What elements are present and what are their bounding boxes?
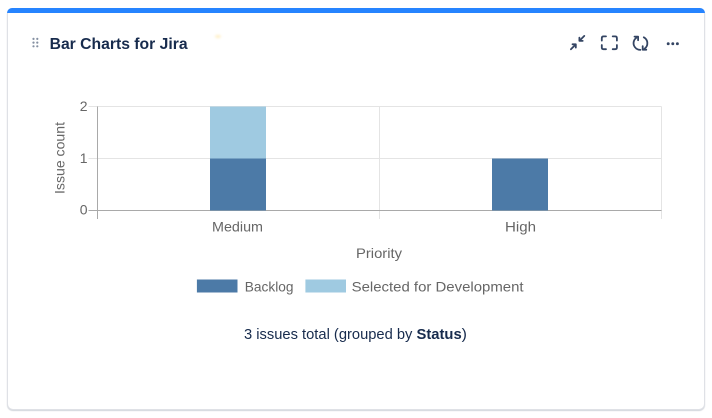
svg-text:Medium: Medium: [212, 219, 263, 235]
svg-text:High: High: [505, 219, 536, 235]
svg-text:Issue count: Issue count: [51, 122, 67, 194]
svg-text:Selected for Development: Selected for Development: [352, 278, 524, 294]
svg-text:Backlog: Backlog: [245, 278, 294, 294]
svg-text:2: 2: [80, 98, 88, 114]
svg-text:1: 1: [80, 150, 88, 166]
svg-text:3 issues total (grouped by Sta: 3 issues total (grouped by Status): [244, 327, 467, 343]
svg-text:Bar Charts for Jira: Bar Charts for Jira: [50, 36, 188, 53]
svg-text:Priority: Priority: [356, 245, 402, 261]
svg-text:0: 0: [80, 202, 88, 218]
